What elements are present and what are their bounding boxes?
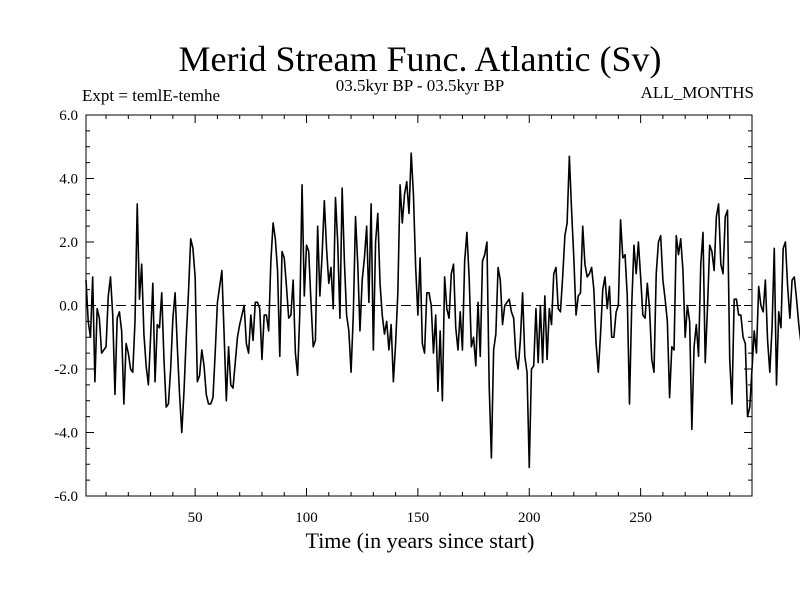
plot-frame: [85, 114, 753, 497]
x-tick-label: 250: [629, 510, 652, 526]
x-tick-label: 200: [518, 510, 541, 526]
y-tick-label: -6.0: [54, 489, 78, 505]
y-tick-label: 0.0: [59, 299, 78, 315]
series-layer: [85, 152, 800, 469]
experiment-label: Expt = temlE-temhe: [82, 86, 220, 105]
x-tick-label: 150: [407, 510, 430, 526]
period-label: 03.5kyr BP - 03.5kyr BP: [335, 76, 505, 95]
x-tick-label: 50: [188, 510, 203, 526]
y-tick-label: 4.0: [59, 172, 78, 188]
chart-title: Merid Stream Func. Atlantic (Sv): [178, 39, 662, 79]
y-tick-label: 2.0: [59, 235, 78, 251]
axis-ticks: 6.0 4.0 2.0 0.0 -2.0 -4.0 -6.0 50 100 150 200 250: [54, 108, 752, 526]
months-label: ALL_MONTHS: [640, 83, 754, 102]
y-tick-label: -2.0: [54, 362, 78, 378]
series-line: [85, 152, 800, 469]
y-tick-label: -4.0: [54, 426, 78, 442]
x-tick-label: 100: [295, 510, 318, 526]
y-tick-label: 6.0: [59, 108, 78, 124]
x-axis-label: Time (in years since start): [305, 528, 535, 553]
